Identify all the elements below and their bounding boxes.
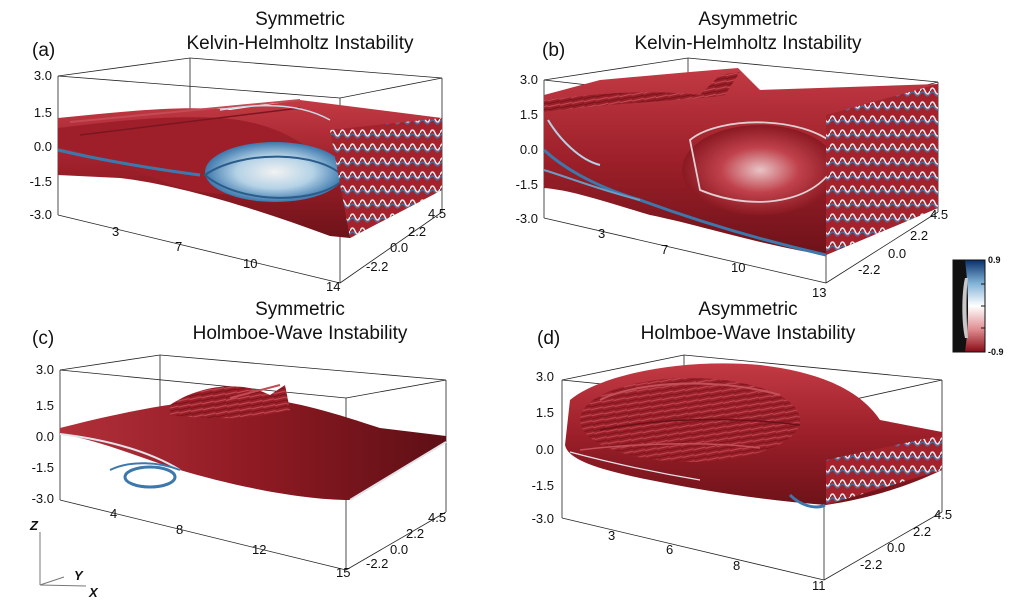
x-tick-label: 8 bbox=[176, 522, 183, 537]
z-tick-label: 3.0 bbox=[36, 362, 54, 377]
axis-ticks-d: 3.0 1.5 0.0 -1.5 -3.0 3 6 8 11 4.5 2.2 0… bbox=[532, 369, 952, 593]
y-tick-label: 4.5 bbox=[930, 207, 948, 222]
panel-title-b: Asymmetric Kelvin-Helmholtz Instability bbox=[608, 8, 888, 56]
z-tick-label: -3.0 bbox=[32, 491, 54, 506]
x-tick-label: 12 bbox=[252, 542, 266, 557]
z-tick-label: -3.0 bbox=[516, 211, 538, 226]
z-tick-label: 3.0 bbox=[34, 68, 52, 83]
plot-c: 3.0 1.5 0.0 -1.5 -3.0 4 8 12 15 4.5 2.2 … bbox=[32, 354, 447, 580]
panel-title-c: Symmetric Holmboe-Wave Instability bbox=[160, 298, 440, 346]
y-tick-label: 4.5 bbox=[428, 206, 446, 221]
z-tick-label: 0.0 bbox=[520, 142, 538, 157]
panel-label-c: (c) bbox=[32, 328, 55, 349]
flow-a bbox=[57, 99, 442, 238]
z-tick-label: -1.5 bbox=[516, 177, 538, 192]
panel-title-c-line2: Holmboe-Wave Instability bbox=[192, 323, 408, 344]
axis-ticks-b: 3.0 1.5 0.0 -1.5 -3.0 3 7 10 13 4.5 2.2 … bbox=[516, 72, 948, 300]
flow-d bbox=[565, 363, 942, 509]
x-tick-label: 15 bbox=[336, 565, 350, 580]
y-tick-label: -2.2 bbox=[366, 259, 388, 274]
x-tick-label: 10 bbox=[731, 260, 745, 275]
y-tick-label: -2.2 bbox=[366, 556, 388, 571]
y-tick-label: 0.0 bbox=[887, 540, 905, 555]
y-tick-label: -2.2 bbox=[858, 262, 880, 277]
panel-label-b: (b) bbox=[542, 40, 566, 61]
x-tick-label: 8 bbox=[733, 558, 740, 573]
axis-ticks-c: 3.0 1.5 0.0 -1.5 -3.0 4 8 12 15 4.5 2.2 … bbox=[32, 362, 446, 580]
axis-ticks-a: 3.0 1.5 0.0 -1.5 -3.0 3 7 10 14 4.5 2.2 … bbox=[30, 68, 446, 294]
triad-x-label: X bbox=[88, 585, 99, 600]
x-tick-label: 13 bbox=[812, 285, 826, 300]
flow-c bbox=[59, 384, 447, 501]
panel-title-d-line1: Asymmetric bbox=[698, 299, 798, 320]
y-tick-label: 4.5 bbox=[934, 507, 952, 522]
panel-title-d-line2: Holmboe-Wave Instability bbox=[640, 323, 856, 344]
panel-label-d: (d) bbox=[537, 328, 561, 349]
x-tick-label: 3 bbox=[598, 226, 605, 241]
y-tick-label: 0.0 bbox=[888, 246, 906, 261]
panel-title-c-line1: Symmetric bbox=[255, 299, 345, 320]
y-tick-label: -2.2 bbox=[860, 557, 882, 572]
z-tick-label: 3.0 bbox=[520, 72, 538, 87]
z-tick-label: 1.5 bbox=[36, 398, 54, 413]
x-tick-label: 6 bbox=[666, 542, 673, 557]
panel-title-b-line1: Asymmetric bbox=[698, 9, 798, 30]
z-tick-label: -3.0 bbox=[532, 511, 554, 526]
x-tick-label: 11 bbox=[812, 578, 826, 593]
z-tick-label: 1.5 bbox=[536, 405, 554, 420]
x-tick-label: 7 bbox=[661, 242, 668, 257]
panel-title-b-line2: Kelvin-Helmholtz Instability bbox=[634, 33, 862, 54]
x-tick-label: 10 bbox=[243, 256, 257, 271]
x-tick-label: 7 bbox=[175, 239, 182, 254]
y-tick-label: 2.2 bbox=[408, 224, 426, 239]
x-tick-label: 4 bbox=[110, 506, 117, 521]
plot-a: 3.0 1.5 0.0 -1.5 -3.0 3 7 10 14 4.5 2.2 … bbox=[30, 57, 446, 294]
y-tick-label: 2.2 bbox=[910, 228, 928, 243]
x-tick-label: 3 bbox=[608, 528, 615, 543]
flow-b bbox=[542, 68, 938, 257]
y-tick-label: 2.2 bbox=[913, 524, 931, 539]
plot-b: 3.0 1.5 0.0 -1.5 -3.0 3 7 10 13 4.5 2.2 … bbox=[516, 57, 948, 300]
panel-title-d: Asymmetric Holmboe-Wave Instability bbox=[608, 298, 888, 346]
triad-z-label: Z bbox=[29, 518, 39, 533]
y-tick-label: 0.0 bbox=[390, 240, 408, 255]
panel-title-a-line1: Symmetric bbox=[255, 9, 345, 30]
y-tick-label: 4.5 bbox=[428, 510, 446, 525]
triad-y-label: Y bbox=[74, 568, 84, 583]
z-tick-label: -3.0 bbox=[30, 207, 52, 222]
z-tick-label: -1.5 bbox=[532, 478, 554, 493]
colorbar-min-label: -0.9 bbox=[988, 347, 1004, 357]
y-tick-label: 2.2 bbox=[406, 526, 424, 541]
z-tick-label: 3.0 bbox=[536, 369, 554, 384]
z-tick-label: 1.5 bbox=[34, 105, 52, 120]
axis-triad: Z Y X bbox=[29, 518, 99, 600]
colorbar: 0.9 -0.9 bbox=[952, 255, 1004, 357]
z-tick-label: -1.5 bbox=[30, 174, 52, 189]
colorbar-max-label: 0.9 bbox=[988, 255, 1001, 265]
y-tick-label: 0.0 bbox=[390, 542, 408, 557]
z-tick-label: 0.0 bbox=[34, 139, 52, 154]
x-tick-label: 3 bbox=[112, 224, 119, 239]
z-tick-label: 1.5 bbox=[520, 107, 538, 122]
z-tick-label: 0.0 bbox=[536, 442, 554, 457]
plot-d: 3.0 1.5 0.0 -1.5 -3.0 3 6 8 11 4.5 2.2 0… bbox=[532, 354, 952, 593]
x-tick-label: 14 bbox=[326, 279, 340, 294]
z-tick-label: 0.0 bbox=[36, 429, 54, 444]
z-tick-label: -1.5 bbox=[32, 460, 54, 475]
panel-label-a: (a) bbox=[32, 40, 56, 61]
panel-title-a-line2: Kelvin-Helmholtz Instability bbox=[186, 33, 414, 54]
panel-title-a: Symmetric Kelvin-Helmholtz Instability bbox=[160, 8, 440, 56]
